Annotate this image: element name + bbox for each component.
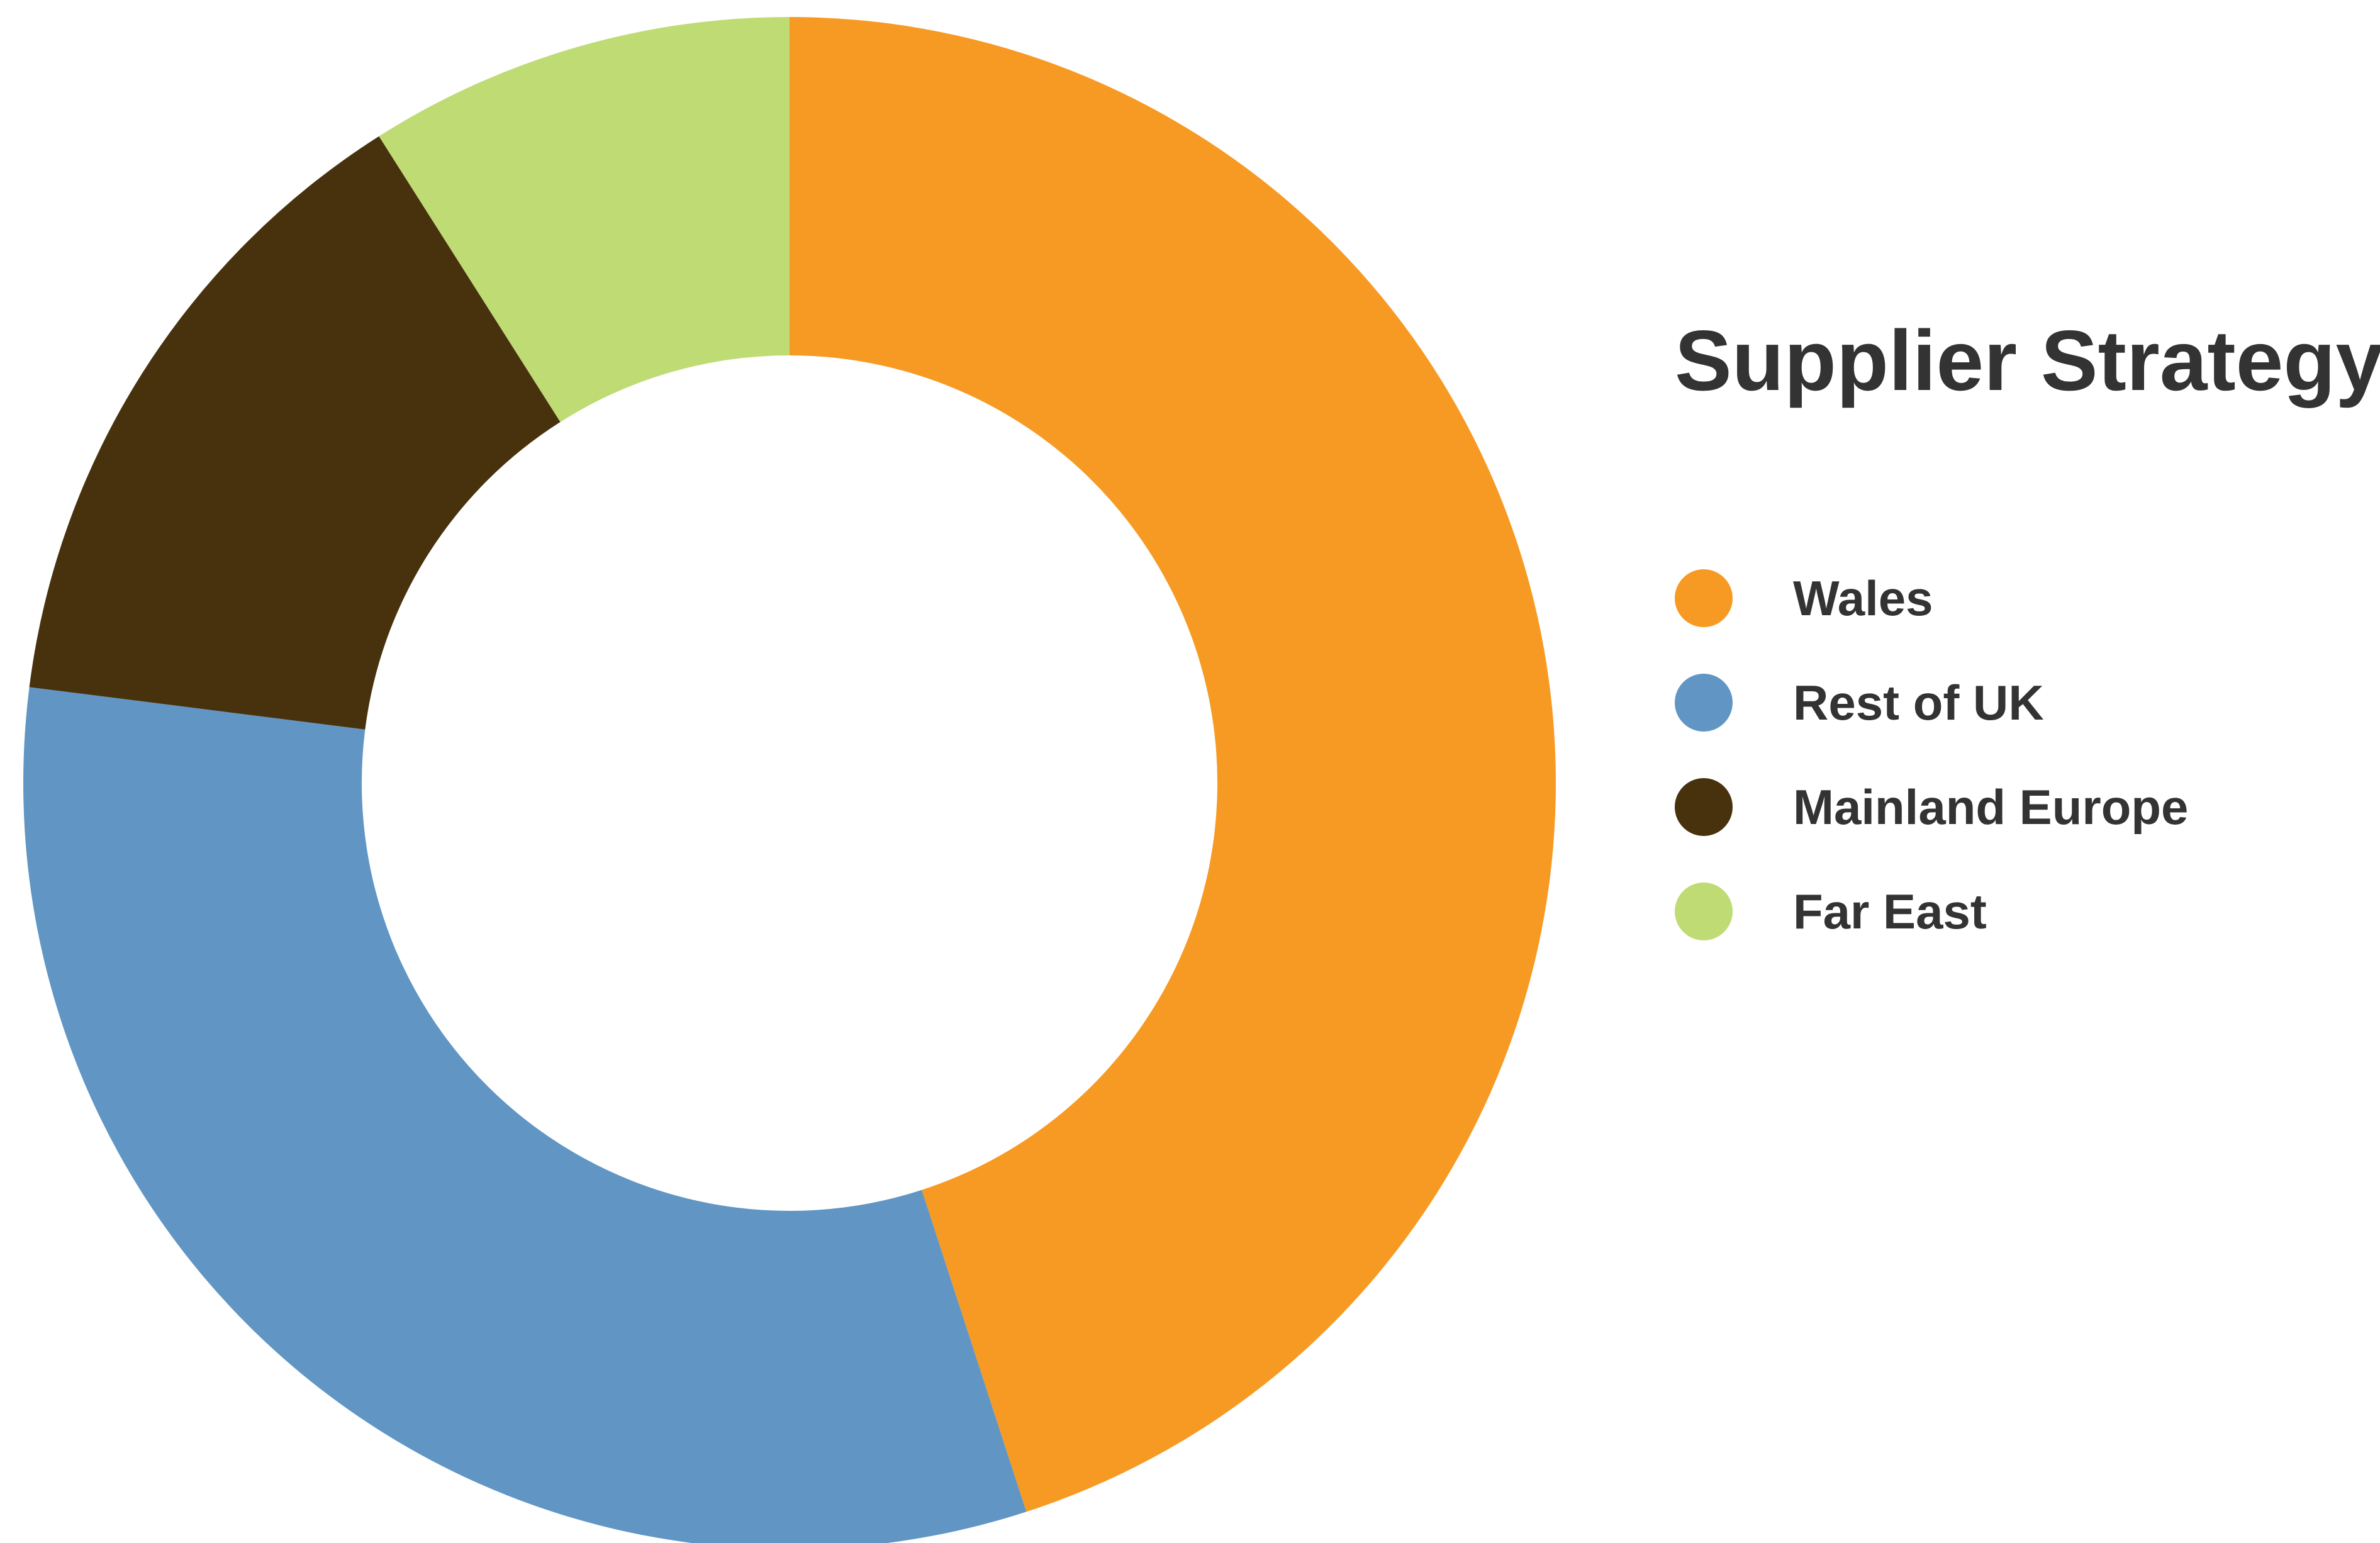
legend-item-rest-of-uk: Rest of UK (1675, 650, 2188, 755)
slice-rest-of-uk (23, 687, 1027, 1543)
legend: Wales Rest of UK Mainland Europe Far East (1675, 546, 2188, 964)
legend-swatch (1675, 569, 1733, 627)
legend-label: Wales (1793, 570, 1933, 626)
legend-label: Far East (1793, 883, 1987, 939)
slice-wales (790, 17, 1556, 1512)
legend-label: Rest of UK (1793, 674, 2044, 730)
legend-item-wales: Wales (1675, 546, 2188, 650)
legend-swatch (1675, 778, 1733, 836)
legend-swatch (1675, 883, 1733, 940)
slice-far-east (379, 17, 790, 422)
legend-item-mainland-europe: Mainland Europe (1675, 755, 2188, 859)
donut-chart (23, 17, 1556, 1543)
legend-swatch (1675, 674, 1733, 732)
chart-title: Supplier Strategy (1675, 313, 2380, 408)
slice-mainland-europe (29, 136, 561, 730)
legend-label: Mainland Europe (1793, 779, 2189, 835)
legend-item-far-east: Far East (1675, 859, 2188, 964)
